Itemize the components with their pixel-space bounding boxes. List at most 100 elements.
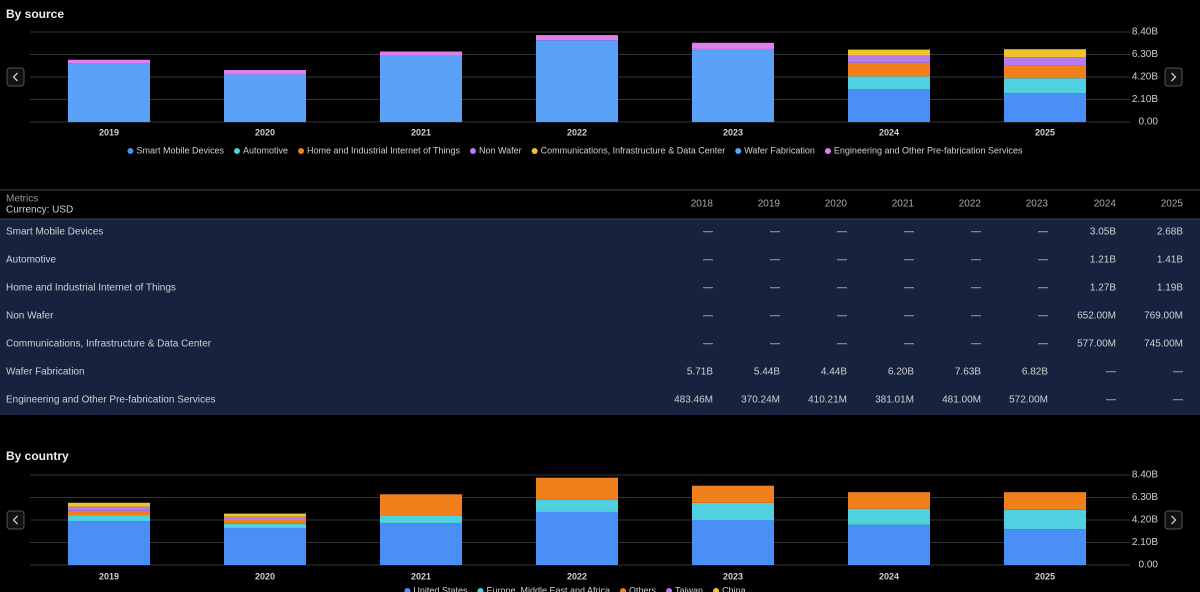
legend-item[interactable]: United States (404, 585, 468, 592)
column-header: 2024 (1094, 199, 1117, 210)
chart-title: By country (6, 449, 69, 463)
row-label: Home and Industrial Internet of Things (6, 283, 176, 294)
bar-segment (1004, 78, 1086, 94)
cell: 370.24M (741, 395, 780, 406)
bar-segment (692, 42, 774, 49)
prev-button[interactable] (6, 67, 25, 87)
legend-label: China (722, 585, 746, 592)
bar-segment (1004, 57, 1086, 66)
cell: — (1106, 395, 1116, 406)
cell: — (1173, 367, 1183, 378)
x-tick-label: 2023 (723, 571, 743, 581)
legend-item[interactable]: Engineering and Other Pre-fabrication Se… (824, 145, 1023, 155)
bar-segment (1004, 492, 1086, 510)
legend-item[interactable]: China (713, 585, 746, 592)
cell: — (1173, 395, 1183, 406)
cell: 5.71B (687, 367, 713, 378)
x-tick-label: 2019 (99, 127, 119, 137)
legend-item[interactable]: Europe, Middle East and Africa (477, 585, 610, 592)
cell: — (1106, 367, 1116, 378)
legend-swatch (469, 148, 476, 154)
column-header: 2022 (959, 199, 982, 210)
bar-segment (224, 70, 306, 75)
cell: — (837, 255, 847, 266)
cell: — (904, 339, 914, 350)
prev-button[interactable] (6, 510, 25, 530)
row-label: Non Wafer (6, 311, 54, 322)
cell: — (971, 283, 981, 294)
column-header: 2021 (892, 199, 915, 210)
bar-segment (848, 55, 930, 63)
cell: — (971, 339, 981, 350)
cell: 652.00M (1077, 311, 1116, 322)
cell: — (971, 255, 981, 266)
table-title: Metrics (6, 194, 38, 205)
legend-item[interactable]: Communications, Infrastructure & Data Ce… (531, 145, 726, 155)
bar-segment (692, 502, 774, 520)
cell: — (837, 311, 847, 322)
bar-segment (692, 520, 774, 565)
column-header: 2019 (758, 199, 781, 210)
legend-item[interactable]: Home and Industrial Internet of Things (298, 145, 460, 155)
y-tick-label: 4.20B (1132, 515, 1158, 526)
legend: Smart Mobile Devices Automotive Home and I… (127, 145, 1023, 155)
legend-item[interactable]: Taiwan (666, 585, 703, 592)
column-header: 2020 (825, 199, 848, 210)
legend-swatch (298, 148, 305, 154)
legend-swatch (620, 588, 627, 592)
next-button[interactable] (1164, 510, 1183, 530)
legend-swatch (127, 148, 134, 154)
next-button[interactable] (172, 67, 1183, 87)
legend-label: United States (413, 585, 468, 592)
bar-segment (380, 55, 462, 123)
bar-segment (68, 63, 150, 122)
legend-label: Taiwan (675, 585, 703, 592)
bar-segment (68, 502, 150, 507)
row-label: Smart Mobile Devices (6, 227, 103, 238)
legend-item[interactable]: Wafer Fabrication (735, 145, 815, 155)
row-label: Engineering and Other Pre-fabrication Se… (6, 395, 216, 406)
cell: — (837, 227, 847, 238)
cell: — (703, 339, 713, 350)
legend-item[interactable]: Non Wafer (469, 145, 522, 155)
cell: 1.27B (1090, 283, 1116, 294)
cell: — (904, 283, 914, 294)
legend-label: Smart Mobile Devices (136, 145, 224, 155)
bar-segment (848, 76, 930, 90)
bar-segment (848, 62, 930, 77)
y-tick-label: 6.30B (1132, 492, 1158, 503)
legend-item[interactable]: Smart Mobile Devices (127, 145, 224, 155)
cell: 5.44B (754, 367, 780, 378)
legend-swatch (824, 148, 831, 154)
cell: — (770, 311, 780, 322)
x-tick-label: 2022 (567, 571, 587, 581)
cell: — (703, 311, 713, 322)
table-body-bg (0, 219, 1200, 415)
x-tick-label: 2025 (1035, 571, 1055, 581)
bar-segment (536, 499, 618, 512)
y-tick-label: 8.40B (1132, 470, 1158, 481)
cell: 4.44B (821, 367, 847, 378)
legend-item[interactable]: Others (620, 585, 657, 592)
legend-swatch (404, 588, 411, 592)
bar-segment (68, 515, 150, 522)
legend-label: Europe, Middle East and Africa (486, 585, 610, 592)
bar-segment (380, 51, 462, 56)
column-header: 2025 (1161, 199, 1184, 210)
table-currency: Currency: USD (6, 205, 73, 216)
cell: 7.63B (955, 367, 981, 378)
cell: — (1038, 255, 1048, 266)
cell: — (904, 311, 914, 322)
column-header: 2023 (1026, 199, 1049, 210)
x-tick-label: 2020 (255, 571, 275, 581)
column-header: 2018 (691, 199, 714, 210)
row-label: Automotive (6, 255, 56, 266)
legend-item[interactable]: Automotive (234, 145, 288, 155)
x-tick-label: 2019 (99, 571, 119, 581)
legend-label: Automotive (243, 145, 288, 155)
y-tick-label: 2.10B (1132, 94, 1158, 105)
legend-label: Wafer Fabrication (744, 145, 815, 155)
bar-segment (1004, 65, 1086, 79)
bar-segment (380, 515, 462, 524)
cell: — (770, 227, 780, 238)
